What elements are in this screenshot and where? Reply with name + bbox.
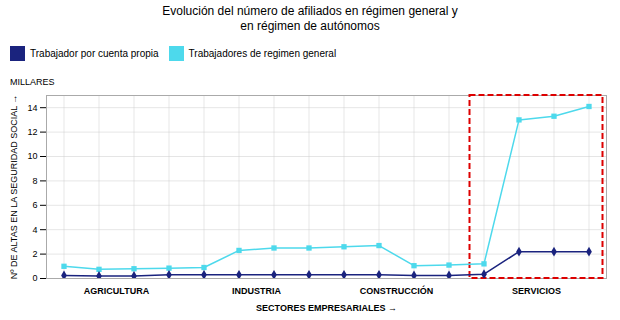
svg-text:INDUSTRIA: INDUSTRIA <box>232 286 281 296</box>
html-text:Evolución del número de afilia: Evolución del número de afiliados en rég… <box>162 4 458 33</box>
svg-text:AGRICULTURA: AGRICULTURA <box>84 286 150 296</box>
html-text:Trabajador por cuenta propia: Trabajador por cuenta propia <box>30 48 159 59</box>
svg-text:14: 14 <box>27 103 37 113</box>
svg-text:8: 8 <box>32 176 37 186</box>
svg-text:0: 0 <box>32 273 37 283</box>
svg-text:Nº DE ALTAS EN LA SEGURIDAD SO: Nº DE ALTAS EN LA SEGURIDAD SOCIAL → <box>9 95 19 280</box>
svg-text:SECTORES EMPRESARIALES →: SECTORES EMPRESARIALES → <box>256 303 397 313</box>
svg-text:4: 4 <box>32 225 37 235</box>
svg-text:12: 12 <box>27 127 37 137</box>
html-text:Trabajadores de regimen genera: Trabajadores de regimen general <box>188 48 337 59</box>
svg-text:10: 10 <box>27 151 37 161</box>
html-text:MILLARES: MILLARES <box>10 77 55 87</box>
svg-text:6: 6 <box>32 200 37 210</box>
svg-text:SERVICIOS: SERVICIOS <box>512 286 561 296</box>
svg-text:CONSTRUCCIÓN: CONSTRUCCIÓN <box>360 285 434 296</box>
svg-text:2: 2 <box>32 249 37 259</box>
